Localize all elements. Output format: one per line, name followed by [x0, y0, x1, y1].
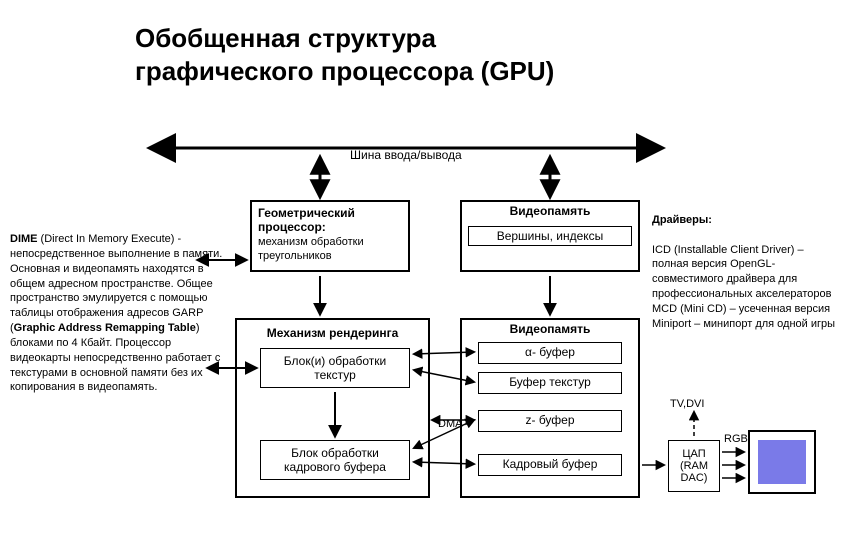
- dac-box: ЦАП (RAM DAC): [668, 440, 720, 492]
- dime-text: DIME (Direct In Memory Execute) - непоср…: [10, 232, 228, 395]
- drivers-title: Драйверы:: [652, 214, 712, 226]
- drivers-text: Драйверы: ICD (Installable Client Driver…: [652, 198, 840, 332]
- framebuf-block: Блок обработки кадрового буфера: [260, 440, 410, 480]
- texture-block: Блок(и) обработки текстур: [260, 348, 410, 388]
- monitor-screen: [758, 440, 806, 484]
- title-line1: Обобщенная структура: [135, 23, 436, 53]
- dime-lead: DIME: [10, 233, 38, 245]
- vmem2-item-2: z- буфер: [478, 410, 622, 432]
- videomem1-title: Видеопамять: [462, 202, 638, 222]
- vmem2-item-3: Кадровый буфер: [478, 454, 622, 476]
- monitor-box: [748, 430, 816, 494]
- vmem2-item-1: Буфер текстур: [478, 372, 622, 394]
- drivers-body: ICD (Installable Client Driver) – полная…: [652, 244, 835, 330]
- page-title: Обобщенная структура графического процес…: [135, 22, 554, 87]
- bus-label: Шина ввода/вывода: [350, 148, 462, 162]
- vmem2-item-0: α- буфер: [478, 342, 622, 364]
- geom-title: Геометрический процессор:: [258, 206, 355, 234]
- dma-label: DMA: [438, 418, 462, 430]
- videomem1-box: Видеопамять Вершины, индексы: [460, 200, 640, 272]
- videomem2-title: Видеопамять: [462, 320, 638, 340]
- geom-sub: механизм обработки треугольников: [258, 236, 364, 262]
- rgb-label: RGB: [724, 433, 748, 445]
- title-line2: графического процессора (GPU): [135, 56, 554, 86]
- tvdvi-label: TV,DVI: [670, 398, 704, 410]
- render-title: Механизм рендеринга: [243, 324, 422, 344]
- videomem1-item: Вершины, индексы: [468, 226, 632, 246]
- geom-processor-box: Геометрический процессор: механизм обраб…: [250, 200, 410, 272]
